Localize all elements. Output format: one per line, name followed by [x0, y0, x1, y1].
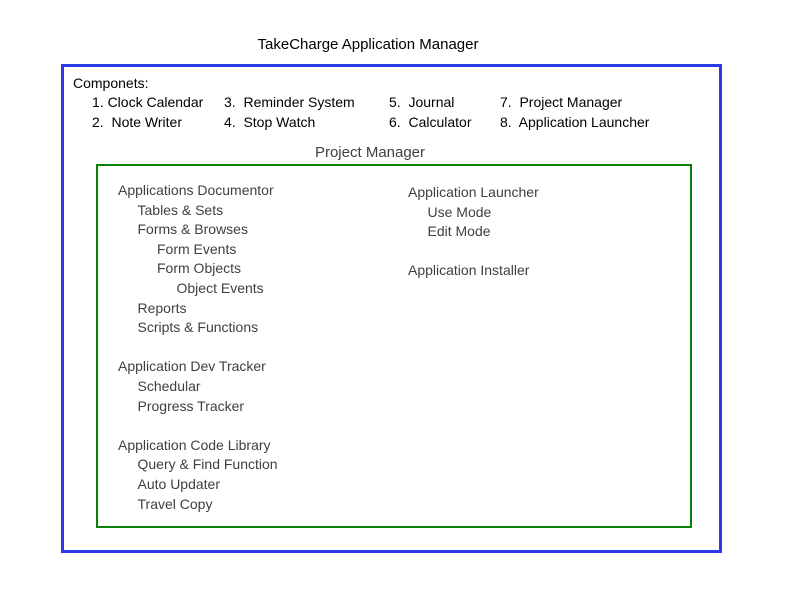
tree-item-progress-tracker: Progress Tracker	[137, 397, 245, 414]
component-stop-watch: 4. Stop Watch	[224, 114, 316, 130]
tree-item-query-find-function: Query & Find Function	[137, 456, 278, 473]
tree-item-application-installer: Application Installer	[408, 262, 530, 279]
project-manager-left-column: Applications Documentor Tables & Sets Fo…	[118, 181, 278, 514]
tree-item-applications-documentor: Applications Documentor	[118, 182, 274, 198]
tree-item-form-objects: Form Objects	[157, 260, 242, 277]
component-reminder-system: 3. Reminder System	[224, 94, 355, 110]
tree-spacer	[408, 242, 539, 262]
tree-item-auto-updater: Auto Updater	[137, 475, 221, 492]
component-application-launcher: 8. Application Launcher	[500, 114, 650, 130]
components-row-1: 1. Clock Calendar 3. Reminder System 5. …	[64, 92, 719, 112]
components-box: Componets: 1. Clock Calendar 3. Reminder…	[61, 64, 722, 553]
components-row-2: 2. Note Writer 4. Stop Watch 6. Calculat…	[64, 112, 719, 132]
project-manager-heading: Project Manager	[314, 144, 426, 161]
tree-item-forms-browses: Forms & Browses	[137, 221, 248, 238]
tree-spacer	[118, 338, 278, 358]
tree-spacer	[118, 416, 278, 436]
project-manager-box: Applications Documentor Tables & Sets Fo…	[96, 164, 692, 528]
tree-item-scripts-functions: Scripts & Functions	[137, 319, 259, 336]
component-note-writer: 2. Note Writer	[92, 114, 182, 130]
components-heading: Componets:	[73, 75, 149, 91]
tree-item-schedular: Schedular	[137, 377, 201, 394]
tree-item-application-dev-tracker: Application Dev Tracker	[118, 358, 266, 375]
component-clock-calendar: 1. Clock Calendar	[92, 94, 204, 110]
component-journal: 5. Journal	[389, 94, 455, 110]
project-manager-right-column: Application Launcher Use Mode Edit Mode …	[408, 183, 539, 281]
component-project-manager: 7. Project Manager	[500, 94, 623, 110]
tree-item-reports: Reports	[137, 299, 187, 316]
tree-item-form-events: Form Events	[157, 240, 237, 257]
tree-item-travel-copy: Travel Copy	[137, 495, 213, 512]
page-title: TakeCharge Application Manager	[257, 36, 479, 53]
tree-item-application-launcher: Application Launcher	[408, 184, 539, 200]
tree-item-object-events: Object Events	[176, 279, 264, 296]
tree-item-application-code-library: Application Code Library	[118, 436, 271, 453]
component-calculator: 6. Calculator	[389, 114, 472, 130]
tree-item-tables-sets: Tables & Sets	[137, 201, 224, 218]
tree-item-edit-mode: Edit Mode	[427, 223, 491, 240]
tree-item-use-mode: Use Mode	[427, 203, 492, 220]
